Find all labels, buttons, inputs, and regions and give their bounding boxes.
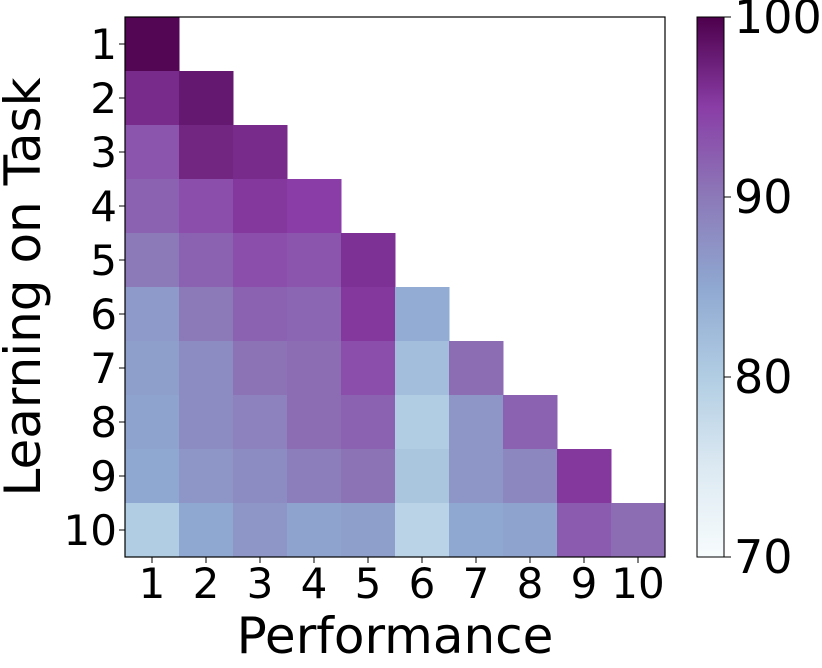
- heatmap-cell: [125, 341, 180, 396]
- x-axis-title: Performance: [237, 607, 554, 665]
- x-tick-label: 5: [355, 559, 382, 608]
- x-tick-label: 7: [463, 559, 490, 608]
- colorbar-tick-label: 80: [734, 350, 793, 404]
- heatmap-cell: [557, 449, 612, 504]
- y-tick-label: 10: [64, 506, 117, 555]
- heatmap-cell: [179, 125, 234, 180]
- heatmap-cell: [503, 503, 558, 558]
- heatmap-cell: [395, 503, 450, 558]
- y-tick-label: 2: [90, 74, 117, 123]
- heatmap-cell: [287, 287, 342, 342]
- x-tick-label: 9: [571, 559, 598, 608]
- heatmap-cell: [449, 503, 504, 558]
- heatmap-cell: [179, 233, 234, 288]
- x-tick-label: 10: [611, 559, 664, 608]
- heatmap-cell: [611, 503, 666, 558]
- heatmap-cell: [341, 503, 396, 558]
- heatmap-cell: [449, 449, 504, 504]
- heatmap-cell: [233, 503, 288, 558]
- heatmap-cell: [179, 71, 234, 126]
- x-tick-label: 6: [409, 559, 436, 608]
- x-axis-ticks: 1 2 3 4 5 6 7 8 9 10: [139, 557, 665, 608]
- heatmap-cell: [233, 341, 288, 396]
- heatmap-cell: [557, 503, 612, 558]
- heatmap-cell: [125, 449, 180, 504]
- heatmap-cell: [179, 341, 234, 396]
- heatmap-cell: [395, 449, 450, 504]
- colorbar-ticks: 70 80 90 100: [724, 0, 822, 584]
- heatmap-cell: [287, 341, 342, 396]
- heatmap-cell: [125, 395, 180, 450]
- heatmap-cell: [179, 449, 234, 504]
- heatmap-cell: [449, 395, 504, 450]
- heatmap-cell: [395, 395, 450, 450]
- heatmap-cell: [125, 233, 180, 288]
- heatmap-cell: [287, 233, 342, 288]
- heatmap-cell: [125, 125, 180, 180]
- x-tick-label: 8: [517, 559, 544, 608]
- heatmap-cell: [179, 395, 234, 450]
- heatmap-cell: [341, 449, 396, 504]
- colorbar-tick-label: 100: [734, 0, 822, 44]
- heatmap-cell: [233, 125, 288, 180]
- heatmap-cell: [179, 179, 234, 234]
- colorbar-tick-label: 70: [734, 530, 793, 584]
- x-tick-label: 4: [301, 559, 328, 608]
- heatmap-cell: [287, 503, 342, 558]
- heatmap-cell: [179, 503, 234, 558]
- y-tick-label: 1: [90, 20, 117, 69]
- heatmap-cell: [287, 179, 342, 234]
- y-tick-label: 3: [90, 128, 117, 177]
- heatmap-cell: [287, 395, 342, 450]
- x-tick-label: 2: [193, 559, 220, 608]
- heatmap-cell: [125, 287, 180, 342]
- heatmap-cell: [233, 179, 288, 234]
- y-tick-label: 8: [90, 398, 117, 447]
- heatmap-cell: [233, 449, 288, 504]
- y-tick-label: 9: [90, 452, 117, 501]
- heatmap-cell: [503, 449, 558, 504]
- heatmap-cell: [503, 395, 558, 450]
- heatmap-cell: [125, 179, 180, 234]
- heatmap-cell: [233, 287, 288, 342]
- plot-frame: [124, 16, 666, 558]
- heatmap-cell: [341, 233, 396, 288]
- heatmap-cells: [125, 17, 666, 558]
- heatmap-cell: [287, 449, 342, 504]
- x-tick-label: 1: [139, 559, 166, 608]
- heatmap-cell: [233, 395, 288, 450]
- y-axis-ticks: 1 2 3 4 5 6 7 8 9 10: [64, 20, 125, 555]
- heatmap-cell: [125, 503, 180, 558]
- heatmap-cell: [125, 71, 180, 126]
- y-tick-label: 7: [90, 344, 117, 393]
- heatmap-cell: [233, 233, 288, 288]
- heatmap-cell: [395, 287, 450, 342]
- y-tick-label: 5: [90, 236, 117, 285]
- heatmap-cell: [179, 287, 234, 342]
- colorbar-tick-label: 90: [734, 170, 793, 224]
- heatmap-cell: [125, 17, 180, 72]
- heatmap-cell: [395, 341, 450, 396]
- heatmap-cell: [341, 395, 396, 450]
- heatmap-cell: [341, 341, 396, 396]
- y-tick-label: 6: [90, 290, 117, 339]
- colorbar: [696, 16, 725, 558]
- x-tick-label: 3: [247, 559, 274, 608]
- heatmap-cell: [449, 341, 504, 396]
- heatmap-cell: [341, 287, 396, 342]
- y-axis-title: Learning on Task: [0, 77, 52, 496]
- y-tick-label: 4: [90, 182, 117, 231]
